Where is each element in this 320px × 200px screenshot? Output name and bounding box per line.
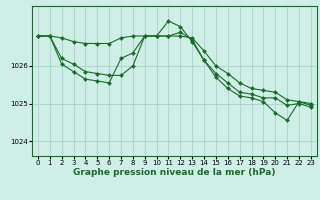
X-axis label: Graphe pression niveau de la mer (hPa): Graphe pression niveau de la mer (hPa) xyxy=(73,168,276,177)
